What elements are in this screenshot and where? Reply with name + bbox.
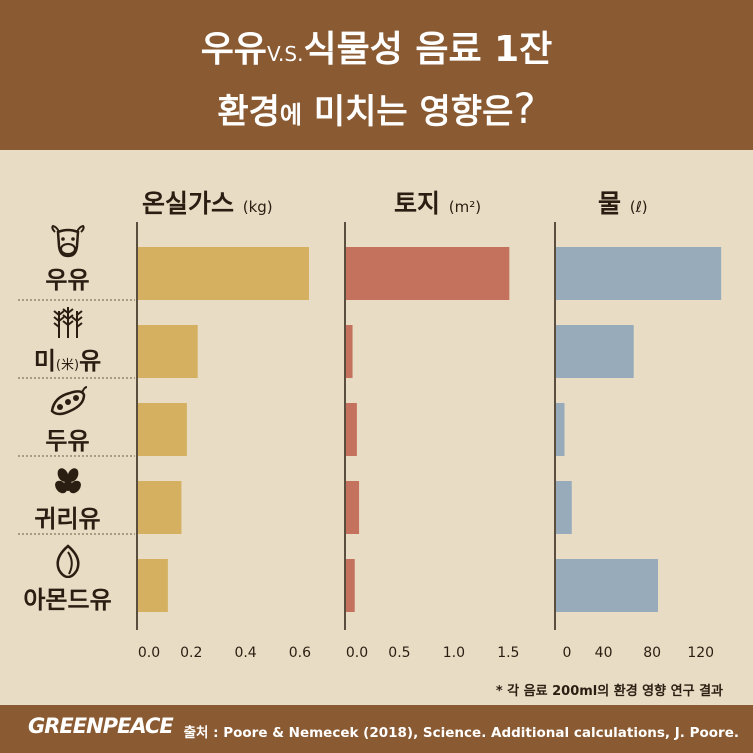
bar-chart: 0.0 0.2 0.4 0.6 0.0 0.5 1.0 1.5 0 40 80 120 [18,222,722,661]
rice-icon [52,307,83,338]
bar-0-4 [138,559,168,612]
tick-label-0-0: 0.0 [138,645,160,661]
tick-label-1-0: 0.0 [346,645,368,661]
bar-2-2 [556,403,565,456]
tick-label-2-3: 120 [687,645,714,661]
bar-2-3 [556,481,572,534]
bar-0-1 [138,325,198,378]
bar-1-0 [346,247,510,300]
category-milk: 우유 [0,224,135,295]
tick-label-1-1: 0.5 [388,645,410,661]
bar-1-2 [346,403,357,456]
tick-label-0-3: 0.6 [289,645,311,661]
panel-title-ghg: 온실가스 (kg) [142,189,273,218]
bar-2-4 [556,559,658,612]
category-oat-milk: 귀리유 [0,465,135,534]
footnote: * 각 음료 200ml의 환경 영향 연구 결과 [495,684,723,699]
tick-label-2-1: 40 [595,645,613,661]
bar-2-1 [556,325,634,378]
cow-icon [50,224,85,258]
tick-label-1-3: 1.5 [497,645,519,661]
bar-1-3 [346,481,360,534]
tick-label-0-2: 0.4 [234,645,256,661]
greenpeace-logo: GREENPEACE [28,714,174,738]
bar-1-4 [346,559,355,612]
category-almond-milk: 아몬드유 [0,544,135,615]
source-text: 출처 : Poore & Nemecek (2018), Science. Ad… [183,725,739,741]
tick-label-0-1: 0.2 [180,645,202,661]
bar-1-1 [346,325,353,378]
panel-title-land: 토지 (m²) [394,189,482,218]
panel-title-water: 물 (ℓ) [598,189,648,218]
soybean-icon [50,386,87,416]
bar-0-0 [138,247,309,300]
tick-label-2-0: 0 [563,645,572,661]
category-rice-milk: 미(米)유 [0,305,135,376]
oat-icon [54,468,81,494]
bar-2-0 [556,247,722,300]
main-title: 우유V.S.식물성 음료 1잔 [200,29,553,70]
sub-title: 환경에 미치는 영향은? [217,84,536,133]
tick-label-1-2: 1.0 [443,645,465,661]
bar-0-3 [138,481,182,534]
footer-band [0,705,753,753]
almond-icon [55,544,80,578]
category-soy-milk: 두유 [0,385,135,456]
header-band [0,0,753,150]
bar-0-2 [138,403,187,456]
tick-label-2-2: 80 [643,645,661,661]
